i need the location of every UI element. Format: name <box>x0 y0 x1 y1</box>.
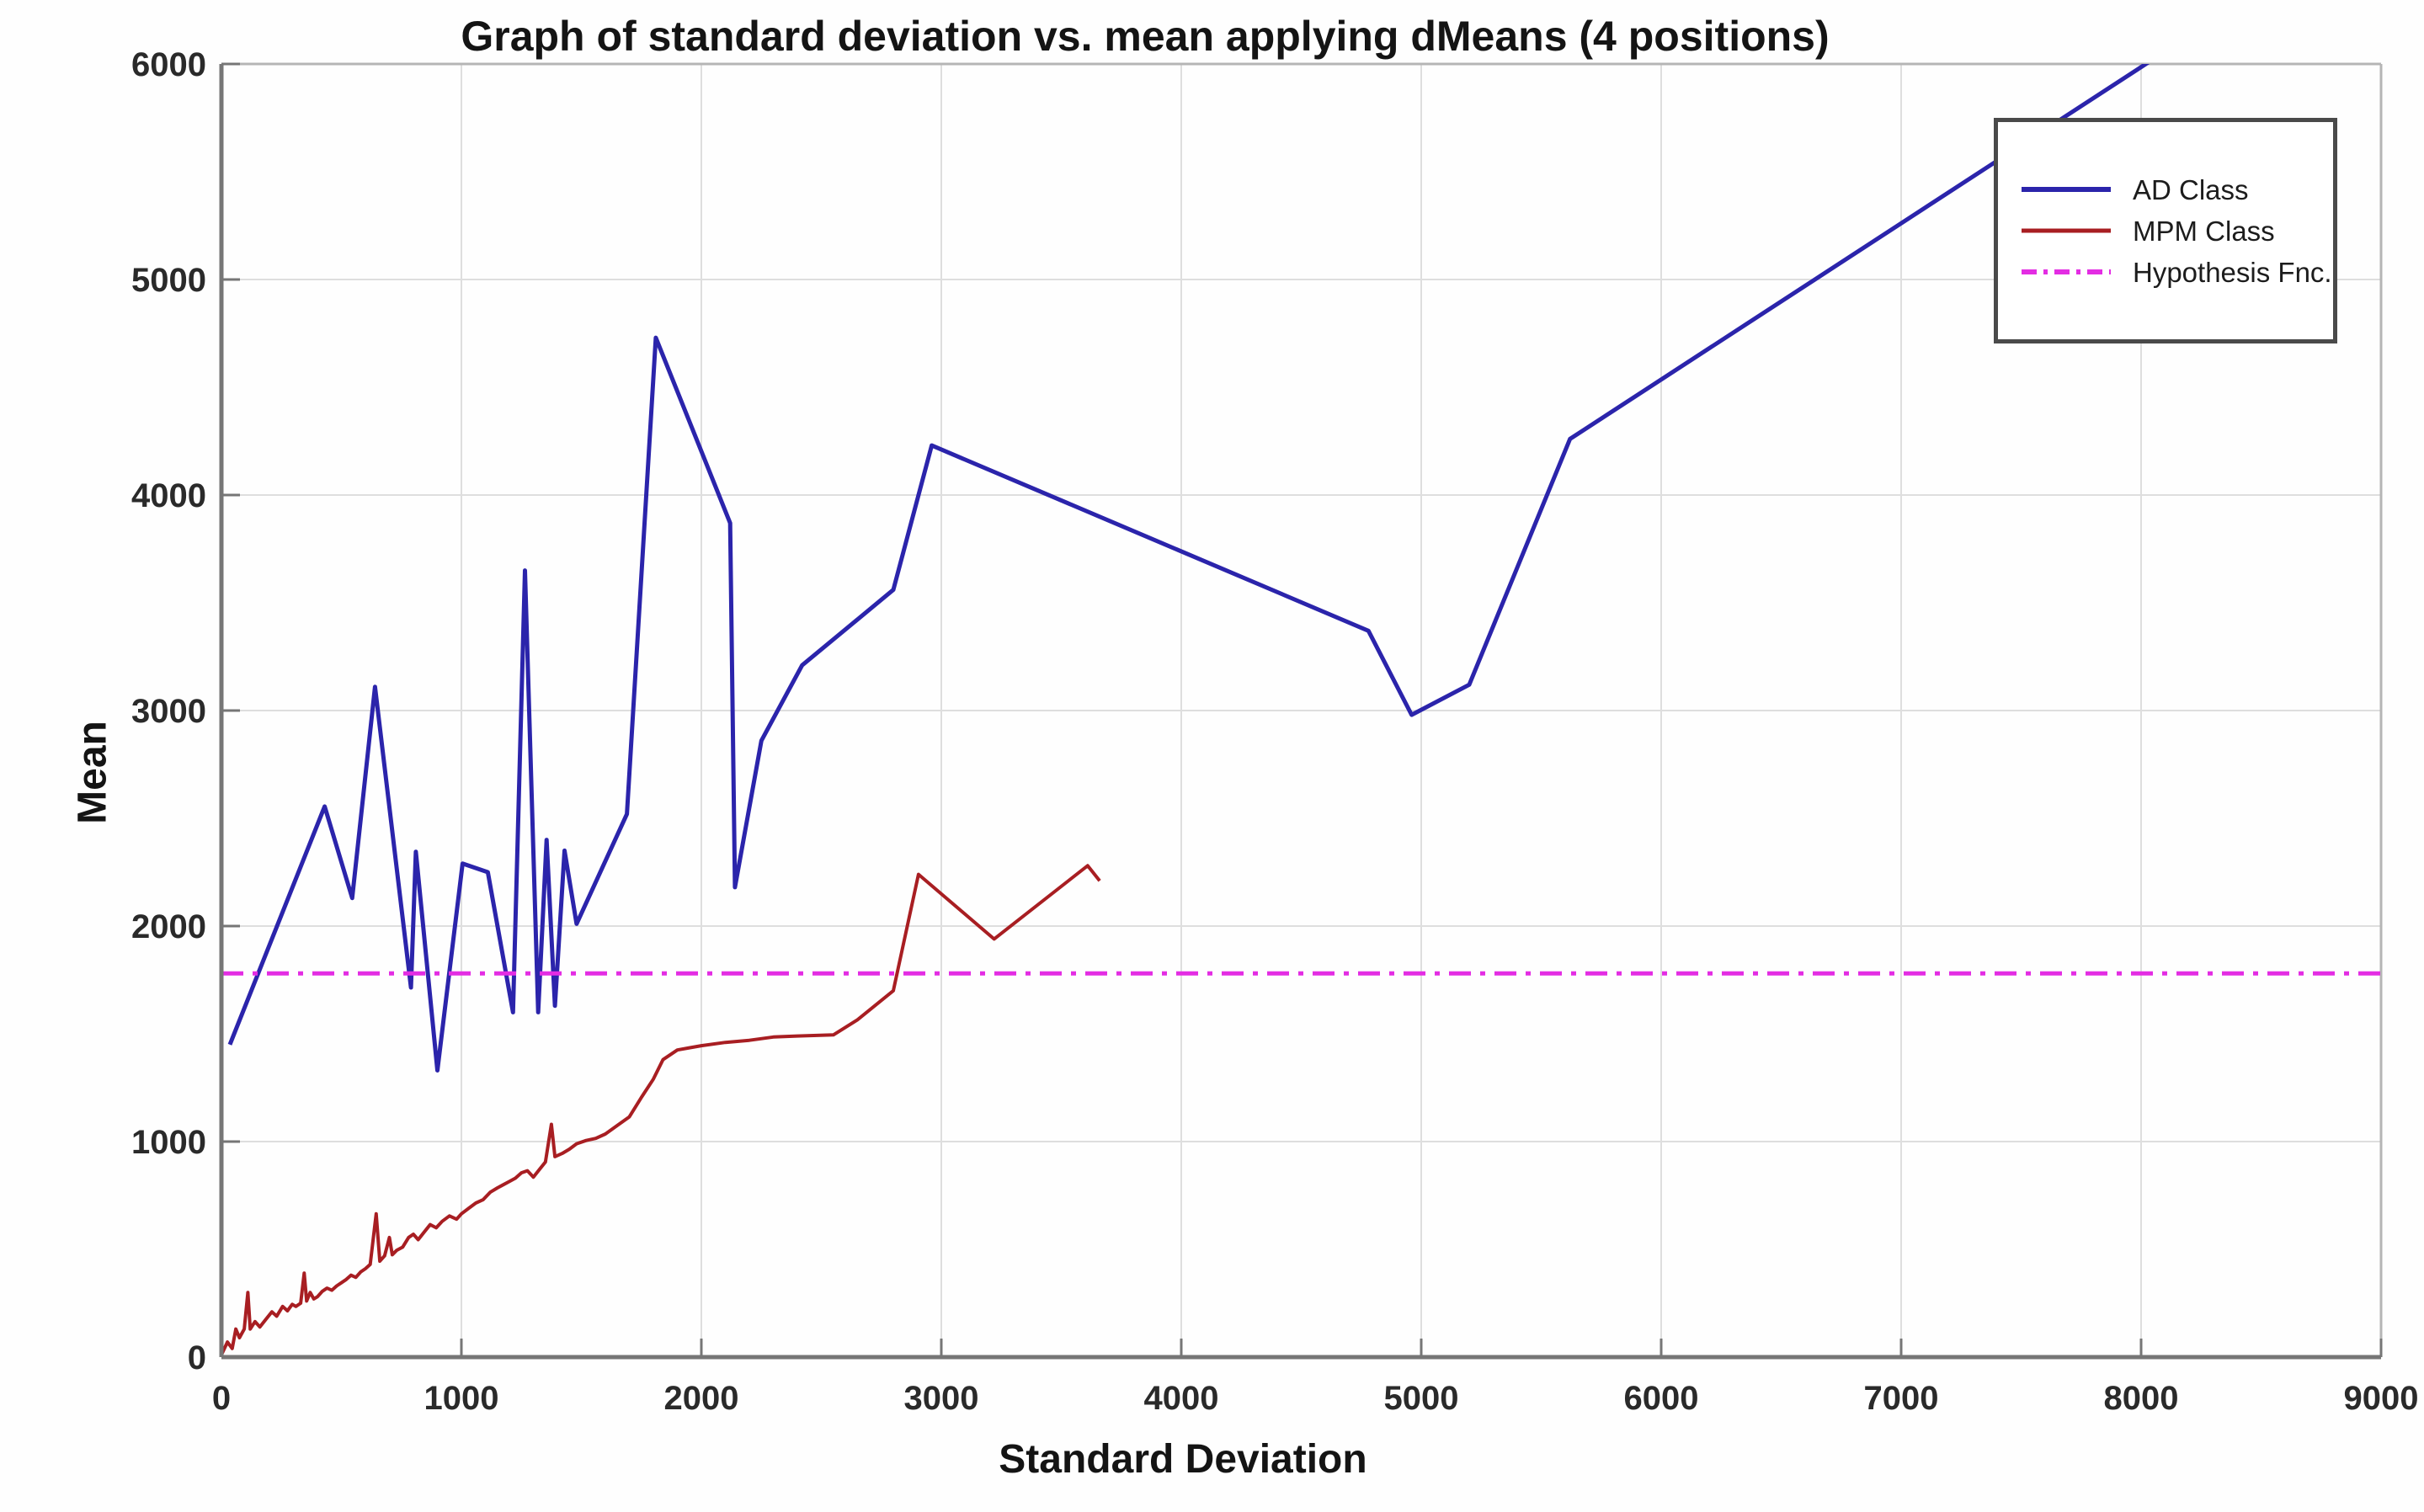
y-tick-label: 0 <box>188 1339 206 1376</box>
legend-label-hypothesis: Hypothesis Fnc. <box>2133 256 2332 288</box>
y-tick-label: 5000 <box>131 262 206 299</box>
x-tick-label: 9000 <box>2344 1380 2419 1417</box>
legend-label-mpm-class: MPM Class <box>2133 215 2275 247</box>
y-tick-label: 6000 <box>131 46 206 83</box>
legend-row-hypothesis: Hypothesis Fnc. <box>2020 258 2333 286</box>
chart-title: Graph of standard deviation vs. mean app… <box>461 13 1830 60</box>
mpm-class-line-sample-icon <box>2022 228 2111 233</box>
x-tick-label: 8000 <box>2104 1380 2179 1417</box>
x-tick-label: 4000 <box>1144 1380 1219 1417</box>
x-tick-label: 1000 <box>424 1380 499 1417</box>
legend-row-ad-class: AD Class <box>2020 176 2333 204</box>
y-tick-label: 4000 <box>131 477 206 514</box>
legend: AD Class MPM Class Hypothesis Fnc. <box>1994 118 2337 343</box>
series-line-mpm-class <box>221 864 1101 1356</box>
y-tick-label: 3000 <box>131 693 206 730</box>
x-tick-label: 5000 <box>1384 1380 1459 1417</box>
series-line-ad-class <box>227 64 2150 1073</box>
ad-class-line-sample-icon <box>2022 187 2111 192</box>
y-tick-label: 2000 <box>131 908 206 945</box>
x-tick-label: 6000 <box>1624 1380 1699 1417</box>
x-axis-label: Standard Deviation <box>999 1437 1367 1482</box>
legend-row-mpm-class: MPM Class <box>2020 217 2333 245</box>
x-tick-label: 3000 <box>904 1380 979 1417</box>
x-tick-label: 2000 <box>664 1380 739 1417</box>
hypothesis-line-sample-icon <box>2022 269 2111 274</box>
y-tick-label: 1000 <box>131 1124 206 1161</box>
x-tick-label: 7000 <box>1864 1380 1939 1417</box>
x-tick-label: 0 <box>212 1380 231 1417</box>
legend-label-ad-class: AD Class <box>2133 173 2249 205</box>
